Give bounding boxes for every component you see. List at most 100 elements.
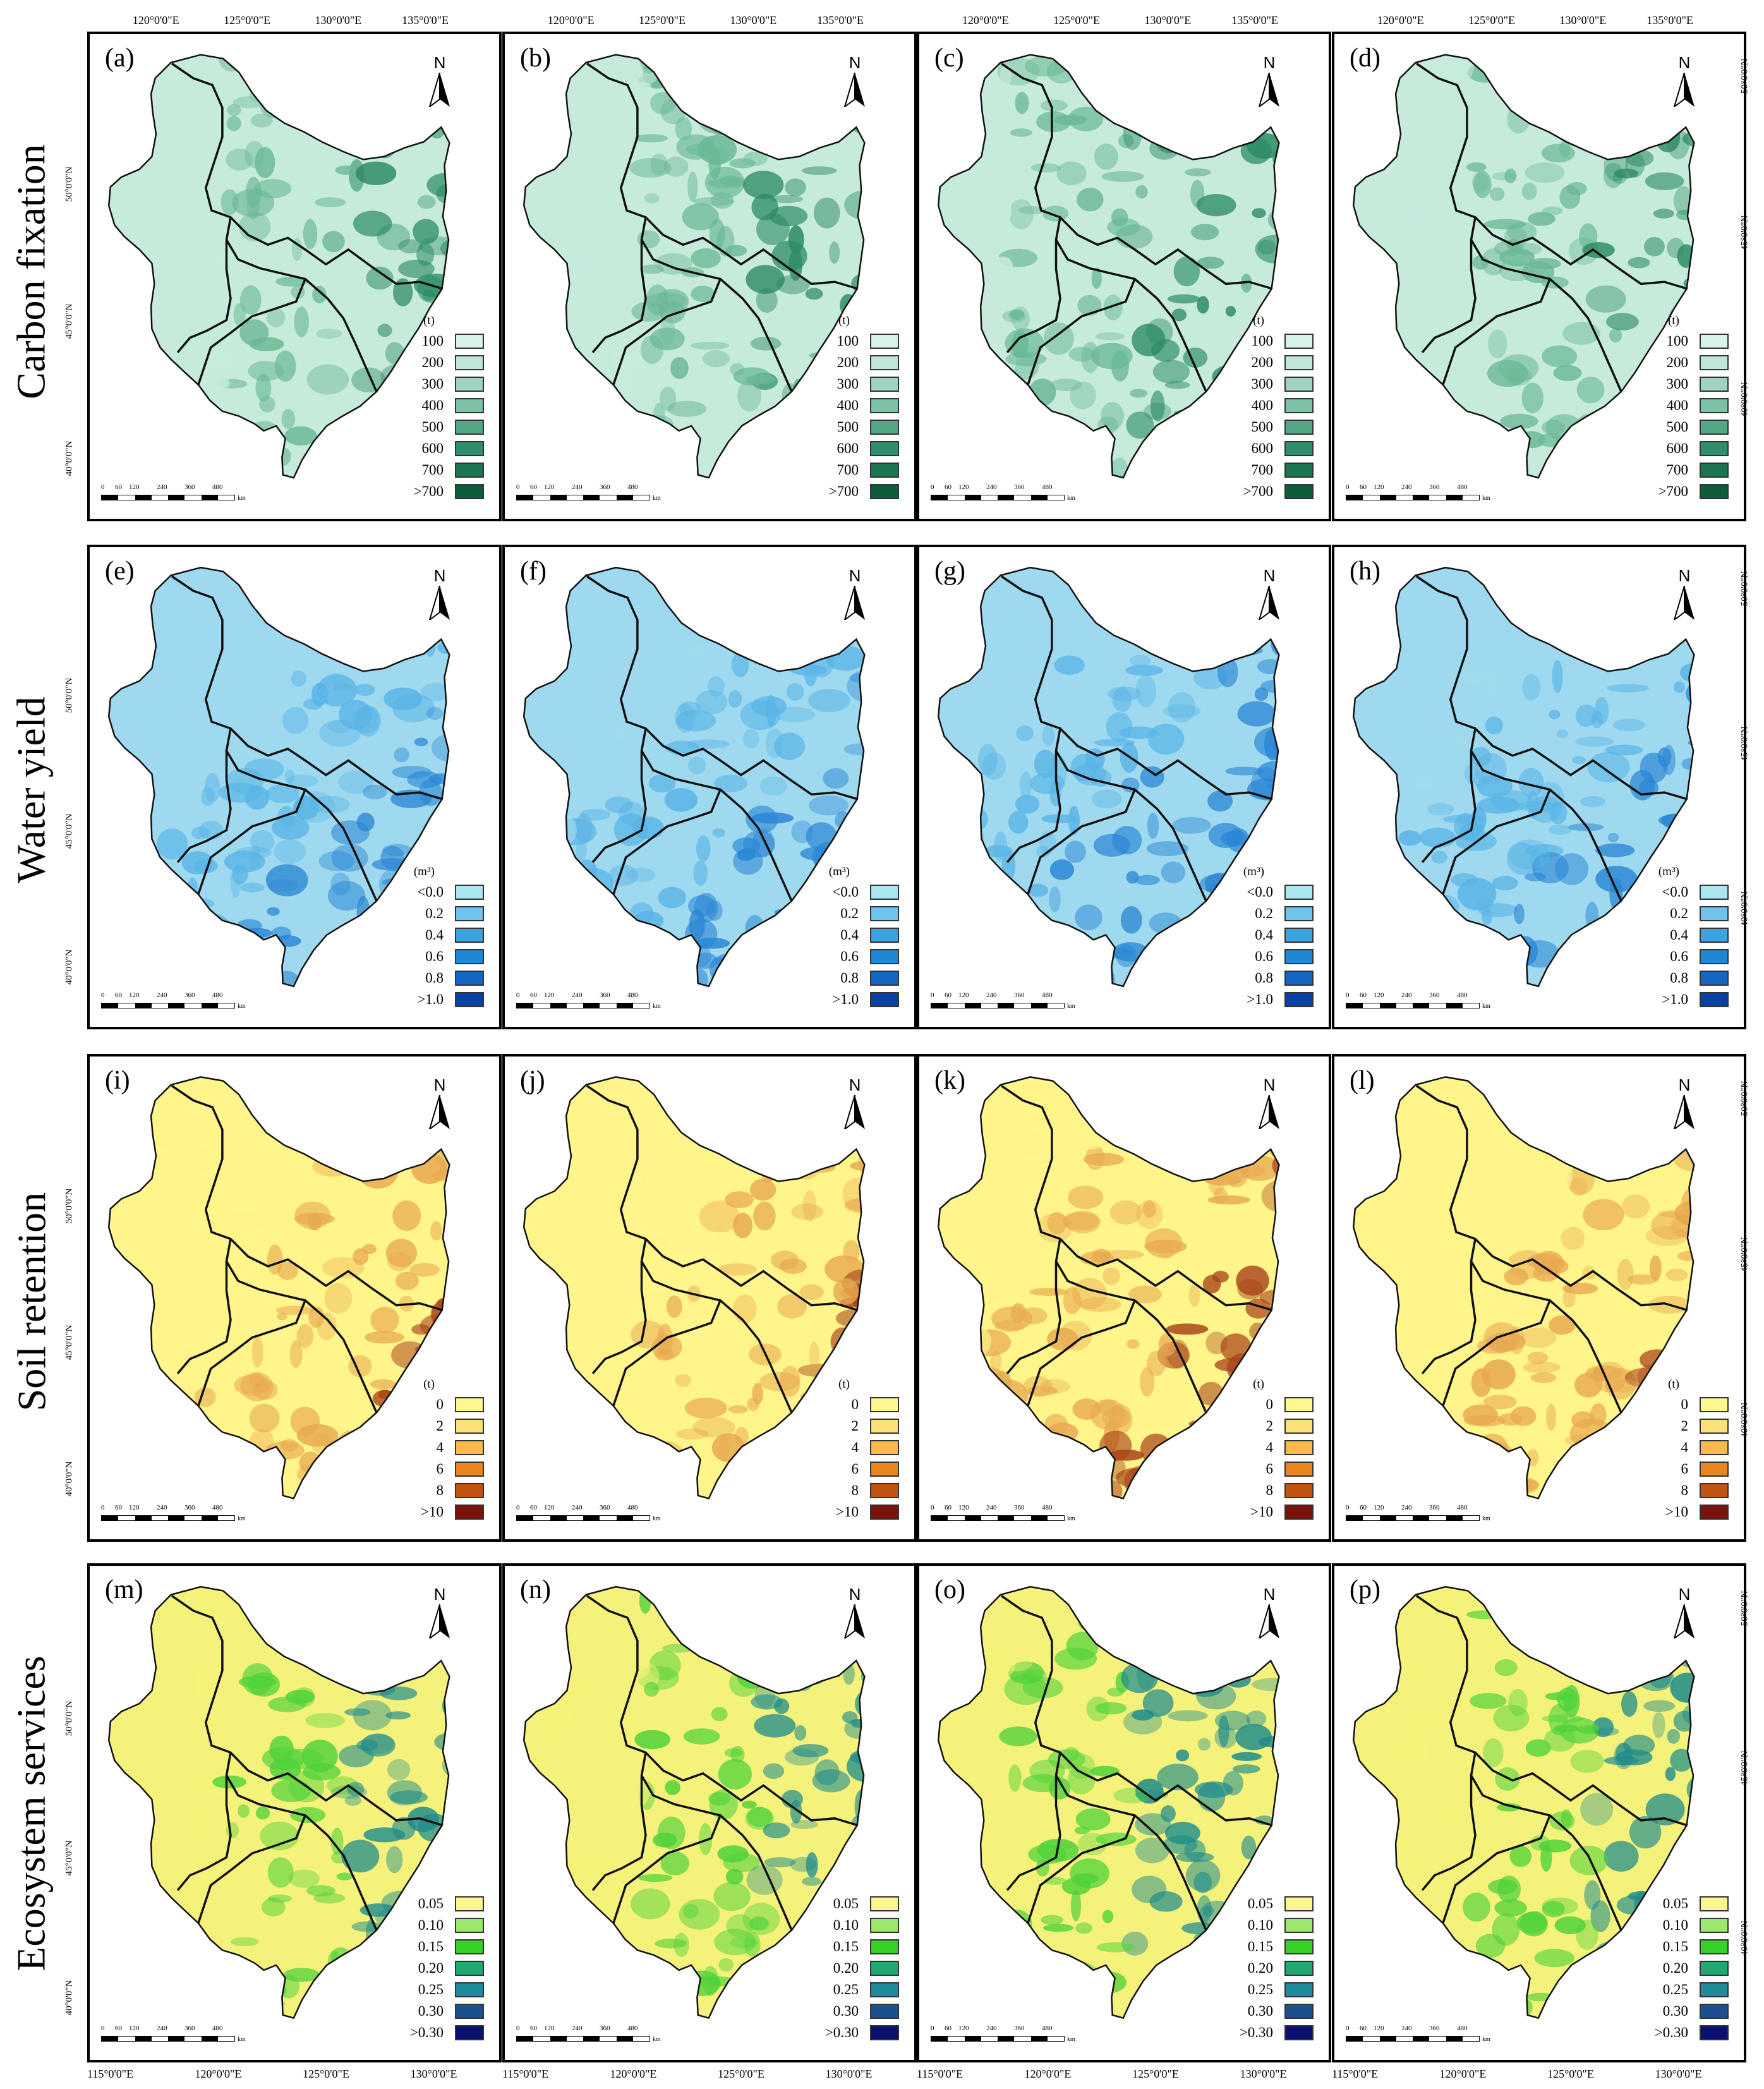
legend-item: 400 — [414, 395, 484, 416]
region-outline — [523, 54, 866, 479]
scale-number: 120 — [544, 483, 555, 491]
legend-item: >700 — [1658, 481, 1729, 502]
legend-item: 8 — [836, 1480, 899, 1501]
legend-item: 0.25 — [410, 1979, 484, 2001]
region-map — [107, 1585, 450, 2019]
legend-item: 4 — [1665, 1437, 1729, 1458]
legend-swatch — [870, 949, 899, 964]
scale-number: 120 — [958, 2025, 969, 2032]
latitude-label: 50°0'0"N — [1739, 1590, 1750, 1626]
legend-label: 200 — [837, 354, 859, 370]
province-boundary — [612, 1815, 722, 1924]
legend-label: 200 — [1251, 354, 1274, 370]
legend-item: 400 — [1658, 395, 1729, 416]
latitude-label: 50°0'0"N — [64, 1700, 75, 1736]
legend-item: 0.2 — [1658, 903, 1729, 924]
scale-number: 240 — [572, 2025, 583, 2032]
legend-label: 0.20 — [833, 1960, 859, 1976]
longitude-label: 125°0'0"E — [224, 14, 270, 27]
panel-label: (l) — [1350, 1066, 1375, 1095]
scale-number: 240 — [157, 2025, 167, 2032]
map-panel: (b) N (t) 100 200 300 400 500 600 700 >700 0 60 120 24… — [502, 32, 917, 521]
scale-number: 0 — [931, 1504, 934, 1511]
longitude-label: 125°0'0"E — [1132, 2068, 1179, 2080]
legend-label: 6 — [1681, 1461, 1689, 1477]
legend-label: 6 — [436, 1461, 444, 1477]
legend-swatch — [870, 1462, 899, 1477]
scale-number: 0 — [1346, 1504, 1350, 1511]
legend-label: 0 — [1266, 1396, 1274, 1412]
scale-unit: km — [1067, 1515, 1075, 1522]
scale-number: 240 — [1401, 483, 1412, 491]
legend-swatch — [1284, 1505, 1314, 1520]
legend-item: >10 — [1665, 1501, 1729, 1523]
legend-swatch — [1700, 420, 1729, 435]
legend-swatch — [870, 971, 899, 986]
legend-swatch — [455, 1918, 484, 1933]
legend-item: 0.2 — [414, 903, 484, 924]
legend-swatch — [870, 1961, 899, 1976]
panel-label: (a) — [105, 44, 135, 73]
legend-swatch — [1700, 2004, 1729, 2019]
legend: (t) 0 2 4 6 8 >10 — [1250, 1378, 1314, 1523]
legend-label: 100 — [1251, 333, 1274, 349]
legend-label: 0.20 — [1247, 1960, 1273, 1976]
scale-unit: km — [1482, 1515, 1490, 1522]
latitude-label: 45°0'0"N — [1739, 1750, 1750, 1786]
legend-item: 0.25 — [1240, 1979, 1314, 2001]
legend-label: >10 — [421, 1504, 444, 1520]
scale-number: 480 — [1457, 991, 1468, 999]
scale-number: 360 — [1429, 2025, 1440, 2032]
north-arrow-icon: N — [421, 1585, 459, 1642]
scale-number: 360 — [184, 483, 195, 491]
legend-item: 0.6 — [1243, 946, 1314, 967]
latitude-label: 40°0'0"N — [1739, 1402, 1750, 1438]
legend-item: 0.30 — [825, 2001, 899, 2022]
legend: (t) 100 200 300 400 500 600 700 >700 — [1243, 314, 1314, 502]
legend-label: 400 — [1251, 397, 1274, 413]
legend-item: 6 — [1250, 1458, 1314, 1480]
province-boundary — [1006, 239, 1061, 353]
legend-swatch — [1284, 885, 1314, 900]
legend-swatch — [1284, 1397, 1314, 1412]
legend-item: >0.30 — [1655, 2022, 1729, 2044]
legend-item: 0.25 — [825, 1979, 899, 2001]
longitude-label: 120°0'0"E — [610, 2068, 657, 2080]
province-boundary — [1442, 1300, 1551, 1407]
legend-label: 0.10 — [1662, 1917, 1688, 1933]
scale-number: 0 — [101, 991, 105, 999]
region-outline — [937, 566, 1280, 988]
legend-swatch — [1284, 971, 1314, 986]
scale-number: 240 — [986, 1504, 997, 1511]
legend-label: >700 — [413, 483, 444, 499]
legend-item: 100 — [1658, 330, 1729, 352]
scale-number: 360 — [1014, 1504, 1025, 1511]
region-outline — [937, 1076, 1280, 1499]
legend-label: 8 — [1266, 1482, 1274, 1498]
legend-swatch — [1284, 420, 1314, 435]
province-boundary — [1000, 575, 1273, 801]
panel-label: (n) — [520, 1575, 551, 1604]
scale-number: 60 — [530, 991, 537, 999]
legend-item: 6 — [421, 1458, 484, 1480]
scale-bar: 0 60 120 240 360 480 km — [516, 483, 668, 509]
longitude-label: 135°0'0"E — [1646, 14, 1694, 27]
legend-swatch — [1284, 1918, 1314, 1933]
province-boundary — [1027, 1300, 1136, 1407]
scale-number: 0 — [931, 2025, 934, 2032]
province-boundary — [591, 1775, 647, 1891]
province-boundary — [612, 1300, 722, 1407]
province-boundary — [1027, 1815, 1136, 1924]
region-fill — [938, 1587, 1279, 2018]
legend-label: 0.6 — [840, 948, 859, 964]
legend-swatch — [1700, 949, 1729, 964]
legend-label: 700 — [1251, 462, 1274, 478]
legend-label: 300 — [421, 376, 444, 392]
legend-unit: (m³) — [413, 865, 435, 878]
latitude-label: 45°0'0"N — [1739, 1237, 1750, 1273]
legend-item: >700 — [414, 481, 484, 502]
longitude-label: 130°0'0"E — [825, 2068, 873, 2080]
scale-number: 120 — [1374, 991, 1384, 999]
legend-label: 500 — [1666, 419, 1689, 435]
scale-bar: 0 60 120 240 360 480 km — [931, 991, 1082, 1017]
